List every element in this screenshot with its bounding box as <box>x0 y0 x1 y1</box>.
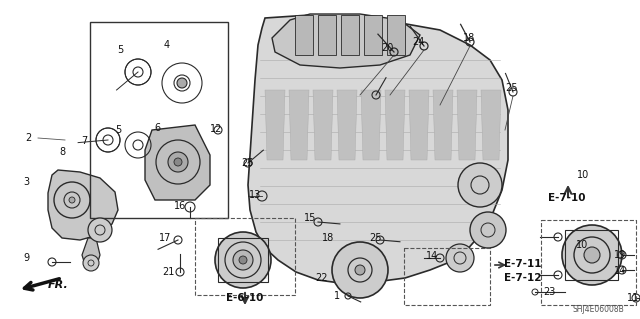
Text: 7: 7 <box>81 136 87 146</box>
Circle shape <box>174 158 182 166</box>
Text: 6: 6 <box>154 123 160 133</box>
Polygon shape <box>248 15 508 283</box>
Text: 10: 10 <box>576 240 588 250</box>
Polygon shape <box>387 15 405 55</box>
Polygon shape <box>318 15 336 55</box>
Text: 8: 8 <box>59 147 65 157</box>
Text: 17: 17 <box>159 233 171 243</box>
Text: 5: 5 <box>117 45 123 55</box>
Circle shape <box>355 265 365 275</box>
Circle shape <box>562 225 622 285</box>
Text: E-7-12: E-7-12 <box>504 273 541 283</box>
Text: 25: 25 <box>242 158 254 168</box>
Polygon shape <box>385 90 405 160</box>
Text: 21: 21 <box>162 267 174 277</box>
Circle shape <box>239 256 247 264</box>
Polygon shape <box>145 125 210 200</box>
Polygon shape <box>272 14 420 68</box>
Polygon shape <box>289 90 309 160</box>
Text: 2: 2 <box>25 133 31 143</box>
Text: 23: 23 <box>543 287 555 297</box>
Text: SHJ4E06008B: SHJ4E06008B <box>572 306 624 315</box>
Polygon shape <box>457 90 477 160</box>
Text: E-6-10: E-6-10 <box>227 293 264 303</box>
Bar <box>541 220 636 305</box>
Text: 10: 10 <box>577 170 589 180</box>
Text: 16: 16 <box>174 201 186 211</box>
Text: 19: 19 <box>614 250 626 260</box>
Polygon shape <box>337 90 357 160</box>
Text: 3: 3 <box>23 177 29 187</box>
Text: 4: 4 <box>164 40 170 50</box>
Polygon shape <box>82 238 100 268</box>
Polygon shape <box>265 90 285 160</box>
Text: E-7-11: E-7-11 <box>504 259 541 269</box>
Circle shape <box>69 197 75 203</box>
Circle shape <box>177 78 187 88</box>
Bar <box>90 22 228 218</box>
Polygon shape <box>361 90 381 160</box>
Circle shape <box>470 212 506 248</box>
Bar <box>565 230 618 280</box>
Circle shape <box>332 242 388 298</box>
Text: 18: 18 <box>463 33 475 43</box>
Polygon shape <box>433 90 453 160</box>
Text: E-7-10: E-7-10 <box>548 193 586 203</box>
Text: 11: 11 <box>627 293 639 303</box>
Text: 13: 13 <box>249 190 261 200</box>
Circle shape <box>88 218 112 242</box>
Circle shape <box>83 255 99 271</box>
Text: 12: 12 <box>210 124 222 134</box>
Bar <box>404 248 490 305</box>
Circle shape <box>168 152 188 172</box>
Circle shape <box>215 232 271 288</box>
Text: FR.: FR. <box>48 280 68 290</box>
Circle shape <box>233 250 253 270</box>
Polygon shape <box>341 15 359 55</box>
Text: 25: 25 <box>370 233 382 243</box>
Polygon shape <box>48 170 118 240</box>
Polygon shape <box>313 90 333 160</box>
Circle shape <box>446 244 474 272</box>
Text: 15: 15 <box>304 213 316 223</box>
Circle shape <box>458 163 502 207</box>
Text: 1: 1 <box>334 291 340 301</box>
Bar <box>218 238 268 282</box>
Bar <box>195 218 295 295</box>
Polygon shape <box>481 90 501 160</box>
Text: 20: 20 <box>381 43 393 53</box>
Polygon shape <box>364 15 382 55</box>
Text: 24: 24 <box>412 37 424 47</box>
Text: 22: 22 <box>316 273 328 283</box>
Text: 9: 9 <box>23 253 29 263</box>
Text: 14: 14 <box>614 266 626 276</box>
Text: 14: 14 <box>426 251 438 261</box>
Polygon shape <box>409 90 429 160</box>
Text: 5: 5 <box>115 125 121 135</box>
Circle shape <box>584 247 600 263</box>
Text: 18: 18 <box>322 233 334 243</box>
Text: 25: 25 <box>506 83 518 93</box>
Polygon shape <box>295 15 313 55</box>
